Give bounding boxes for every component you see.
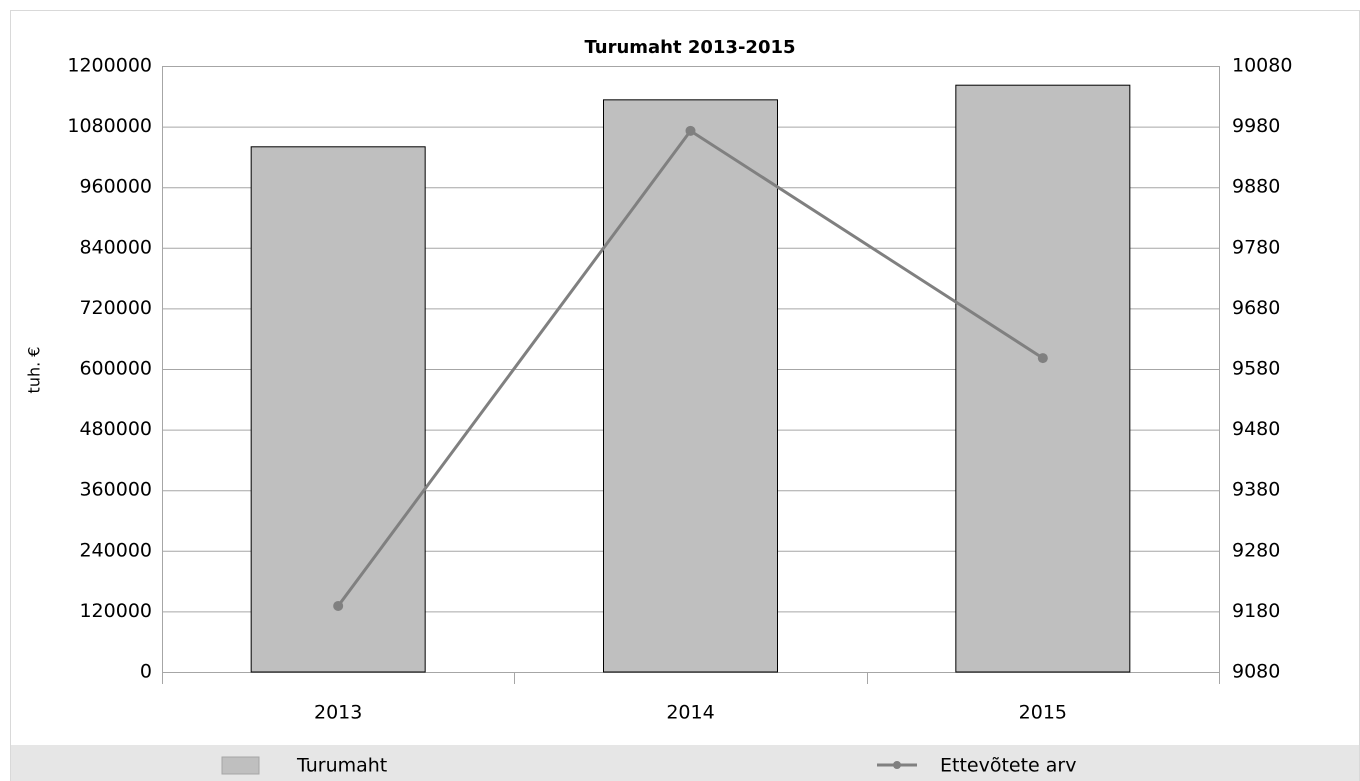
y-tick-label: 360000 bbox=[79, 479, 152, 501]
line-point bbox=[1037, 353, 1048, 364]
y2-tick-label: 9480 bbox=[1232, 418, 1280, 440]
bar bbox=[603, 99, 778, 673]
y-tick-label: 1200000 bbox=[67, 55, 152, 77]
y2-tick-label: 9080 bbox=[1232, 661, 1280, 683]
y2-tick-label: 9980 bbox=[1232, 115, 1280, 137]
legend-background bbox=[11, 745, 1359, 781]
y-tick-label: 1080000 bbox=[67, 115, 152, 137]
legend-label: Ettevõtete arv bbox=[940, 755, 1076, 777]
y-tick-label: 960000 bbox=[79, 176, 152, 198]
x-tick-label: 2015 bbox=[1019, 702, 1067, 724]
y-tick-label: 840000 bbox=[79, 236, 152, 258]
bar bbox=[250, 146, 426, 673]
y-tick-label: 120000 bbox=[79, 600, 152, 622]
y-tick-label: 720000 bbox=[79, 297, 152, 319]
y2-tick-label: 9280 bbox=[1232, 539, 1280, 561]
y2-tick-label: 9880 bbox=[1232, 176, 1280, 198]
bar bbox=[955, 84, 1131, 673]
legend-marker bbox=[893, 761, 901, 769]
y-tick-label: 480000 bbox=[79, 418, 152, 440]
y-tick-label: 600000 bbox=[79, 358, 152, 380]
y2-tick-label: 9780 bbox=[1232, 236, 1280, 258]
legend-swatch bbox=[221, 756, 260, 775]
y2-tick-label: 9180 bbox=[1232, 600, 1280, 622]
x-tick-label: 2014 bbox=[666, 702, 714, 724]
line-point bbox=[685, 125, 696, 136]
y2-tick-label: 9380 bbox=[1232, 479, 1280, 501]
y2-tick-label: 10080 bbox=[1232, 55, 1292, 77]
y-tick-label: 240000 bbox=[79, 539, 152, 561]
legend-label: Turumaht bbox=[296, 755, 387, 777]
chart-title: Turumaht 2013-2015 bbox=[584, 37, 795, 58]
y2-tick-label: 9680 bbox=[1232, 297, 1280, 319]
x-tick-label: 2013 bbox=[314, 702, 362, 724]
y-axis-label: tuh. € bbox=[25, 347, 44, 394]
y2-tick-label: 9580 bbox=[1232, 358, 1280, 380]
y-tick-label: 0 bbox=[140, 661, 152, 683]
line-point bbox=[333, 600, 344, 611]
